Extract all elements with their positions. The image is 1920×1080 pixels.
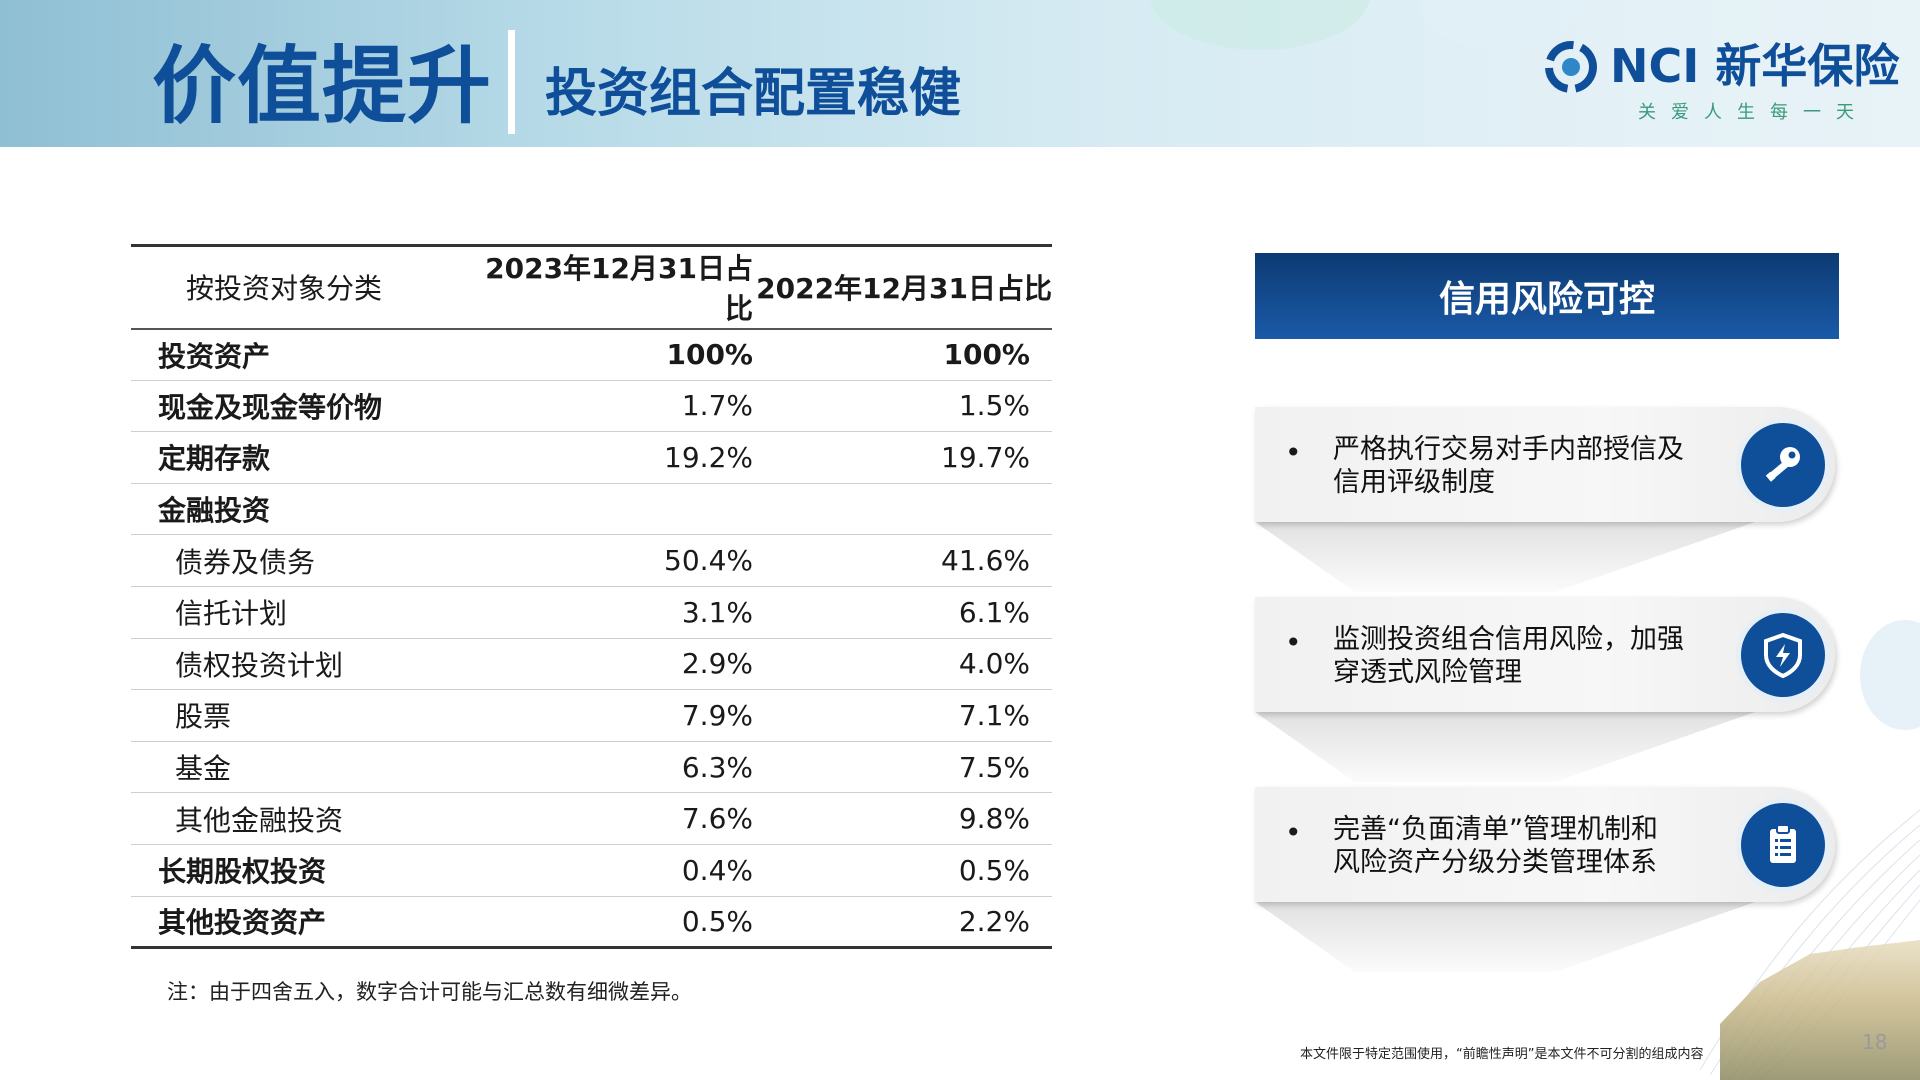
risk-item-card: • 完善“负面清单”管理机制和 风险资产分级分类管理体系: [1255, 787, 1835, 902]
value-2023: 7.9%: [681, 698, 753, 732]
value-2023: [465, 483, 753, 535]
table-row: 股票 7.9% 7.1%: [131, 690, 1052, 742]
table-header-row: 按投资对象分类 2023年12月31日占比 2022年12月31日占比: [131, 245, 1052, 329]
table-row: 投资资产 100% 100%: [131, 329, 1052, 381]
risk-item-text: 严格执行交易对手内部授信及 信用评级制度: [1333, 433, 1723, 499]
risk-item-line: 完善“负面清单”管理机制和: [1333, 814, 1658, 845]
table-row: 定期存款 19.2% 19.7%: [131, 432, 1052, 484]
value-2022: [753, 483, 1052, 535]
header-decoration: [1150, 0, 1370, 50]
card-reflection: [1255, 712, 1755, 782]
table-row: 长期股权投资 0.4% 0.5%: [131, 844, 1052, 897]
value-2023: 100%: [666, 338, 753, 372]
row-label: 信托计划: [175, 597, 288, 631]
table-row: 其他金融投资 7.6% 9.8%: [131, 793, 1052, 845]
bullet: •: [1285, 436, 1302, 469]
card-reflection: [1255, 902, 1755, 972]
logo-slogan: 关爱人生每一天: [1638, 102, 1869, 123]
value-2023: 2.9%: [681, 647, 753, 681]
row-label: 股票: [175, 700, 232, 734]
row-label: 债权投资计划: [175, 648, 344, 682]
value-2023: 0.5%: [681, 904, 753, 938]
table-row: 债券及债务 50.4% 41.6%: [131, 535, 1052, 587]
title-divider: [508, 30, 515, 134]
header-band: 价值提升 投资组合配置稳健 NCI 新华保险 关爱人生每一天: [0, 0, 1920, 147]
investment-allocation-table: 按投资对象分类 2023年12月31日占比 2022年12月31日占比 投资资产…: [131, 244, 1052, 949]
value-2022: 0.5%: [958, 853, 1030, 887]
value-2023: 3.1%: [681, 595, 753, 629]
row-label: 其他投资资产: [158, 906, 327, 940]
background-decoration: [1860, 620, 1920, 730]
table-row: 现金及现金等价物 1.7% 1.5%: [131, 380, 1052, 432]
value-2022: 9.8%: [958, 802, 1030, 836]
value-2022: 4.0%: [958, 647, 1030, 681]
column-header: 按投资对象分类: [186, 272, 383, 306]
value-2022: 7.1%: [958, 698, 1030, 732]
table-row: 基金 6.3% 7.5%: [131, 741, 1052, 793]
table-footnote: 注：由于四舍五入，数字合计可能与汇总数有细微差异。: [167, 980, 692, 1004]
value-2022: 7.5%: [958, 750, 1030, 784]
page-number: 18: [1862, 1030, 1888, 1054]
row-label: 债券及债务: [175, 545, 316, 579]
risk-panel-title: 信用风险可控: [1255, 253, 1839, 339]
bullet: •: [1285, 626, 1302, 659]
row-label: 基金: [175, 752, 232, 786]
nci-logo-icon: [1545, 41, 1597, 93]
value-2022: 100%: [943, 338, 1030, 372]
risk-item-line: 监测投资组合信用风险，加强: [1333, 624, 1684, 655]
shield-icon: [1741, 613, 1825, 697]
risk-item-line: 严格执行交易对手内部授信及: [1333, 434, 1684, 465]
key-icon: [1741, 423, 1825, 507]
row-label: 金融投资: [158, 494, 271, 528]
table-row: 债权投资计划 2.9% 4.0%: [131, 638, 1052, 690]
column-header: 2023年12月31日占比: [485, 252, 753, 326]
value-2022: 6.1%: [958, 595, 1030, 629]
value-2023: 7.6%: [681, 802, 753, 836]
row-label: 投资资产: [158, 339, 271, 373]
table-row: 金融投资: [131, 483, 1052, 535]
card-reflection: [1255, 522, 1755, 592]
value-2023: 19.2%: [664, 440, 753, 474]
risk-item-card: • 监测投资组合信用风险，加强 穿透式风险管理: [1255, 597, 1835, 712]
page-subtitle: 投资组合配置稳健: [545, 64, 962, 124]
table-row: 信托计划 3.1% 6.1%: [131, 586, 1052, 639]
page-title: 价值提升: [152, 37, 493, 135]
row-label: 现金及现金等价物: [158, 390, 383, 424]
row-label: 长期股权投资: [158, 855, 327, 889]
value-2023: 6.3%: [681, 750, 753, 784]
value-2022: 2.2%: [958, 904, 1030, 938]
company-logo: NCI 新华保险 关爱人生每一天: [1538, 32, 1900, 123]
row-label: 其他金融投资: [175, 803, 344, 837]
clipboard-icon: [1741, 803, 1825, 887]
risk-item-line: 穿透式风险管理: [1333, 657, 1522, 688]
risk-item-line: 信用评级制度: [1333, 467, 1495, 498]
value-2023: 50.4%: [664, 544, 753, 578]
risk-item-text: 完善“负面清单”管理机制和 风险资产分级分类管理体系: [1333, 813, 1723, 879]
value-2022: 41.6%: [941, 544, 1030, 578]
value-2022: 1.5%: [958, 389, 1030, 423]
logo-text: NCI 新华保险: [1610, 39, 1900, 93]
table-row: 其他投资资产 0.5% 2.2%: [131, 896, 1052, 948]
bullet: •: [1285, 816, 1302, 849]
value-2023: 0.4%: [681, 853, 753, 887]
disclaimer: 本文件限于特定范围使用，“前瞻性声明”是本文件不可分割的组成内容: [1300, 1047, 1704, 1062]
risk-item-line: 风险资产分级分类管理体系: [1333, 847, 1657, 878]
risk-item-card: • 严格执行交易对手内部授信及 信用评级制度: [1255, 407, 1835, 522]
row-label: 定期存款: [158, 442, 271, 476]
risk-item-text: 监测投资组合信用风险，加强 穿透式风险管理: [1333, 623, 1723, 689]
column-header: 2022年12月31日占比: [756, 272, 1052, 306]
value-2022: 19.7%: [941, 440, 1030, 474]
value-2023: 1.7%: [681, 389, 753, 423]
